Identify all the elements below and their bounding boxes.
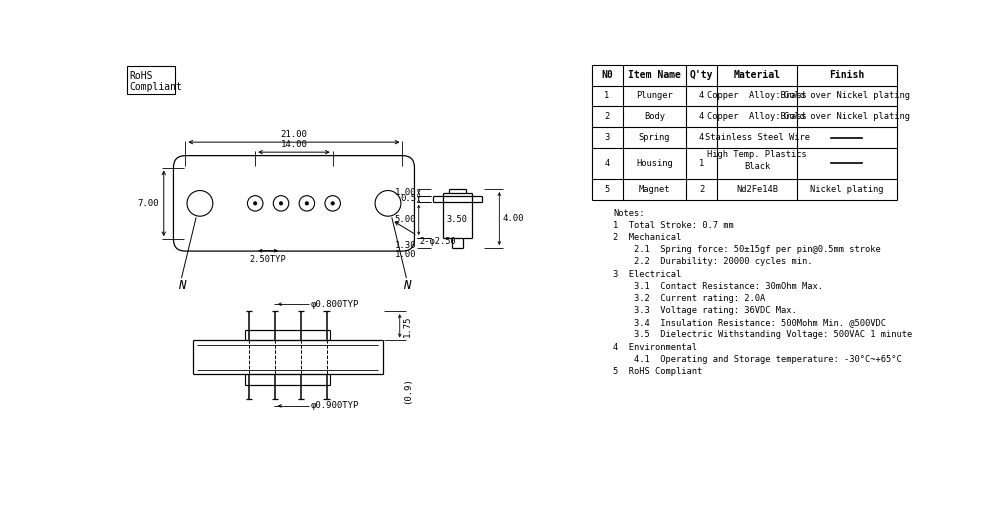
Text: 0.5: 0.5	[400, 194, 416, 204]
Circle shape	[253, 201, 257, 205]
Text: 2.50TYP: 2.50TYP	[250, 255, 286, 264]
Circle shape	[247, 196, 263, 211]
Text: 5.00: 5.00	[395, 215, 416, 225]
Text: 1.00: 1.00	[395, 188, 416, 197]
Text: 1: 1	[604, 91, 610, 100]
Circle shape	[375, 191, 401, 216]
Text: 2.1  Spring force: 50±15gf per pin@0.5mm stroke: 2.1 Spring force: 50±15gf per pin@0.5mm …	[613, 245, 881, 254]
Text: 5: 5	[604, 185, 610, 194]
Text: Black: Black	[744, 162, 770, 171]
Text: 4: 4	[699, 133, 704, 142]
Text: 14.00: 14.00	[281, 140, 307, 149]
Text: Notes:: Notes:	[613, 209, 645, 218]
Text: Copper  Alloy:Brass: Copper Alloy:Brass	[707, 91, 807, 100]
Text: N0: N0	[601, 70, 613, 80]
Text: 4  Environmental: 4 Environmental	[613, 342, 697, 352]
FancyBboxPatch shape	[173, 156, 414, 251]
Text: 1.00: 1.00	[395, 250, 416, 259]
Text: 2  Mechanical: 2 Mechanical	[613, 233, 682, 242]
Text: 3.50: 3.50	[447, 215, 468, 225]
Text: Gold over Nickel plating: Gold over Nickel plating	[784, 91, 910, 100]
Text: 2-φ2.50: 2-φ2.50	[419, 237, 456, 246]
Text: Finish: Finish	[829, 70, 865, 80]
Text: φ0.800TYP: φ0.800TYP	[311, 300, 359, 309]
Text: N: N	[403, 279, 410, 292]
Text: 4: 4	[604, 159, 610, 168]
Text: 2.2  Durability: 20000 cycles min.: 2.2 Durability: 20000 cycles min.	[613, 258, 813, 266]
Text: (0.9): (0.9)	[403, 377, 412, 404]
Text: 3: 3	[604, 133, 610, 142]
Text: Body: Body	[644, 112, 665, 121]
Text: Spring: Spring	[639, 133, 670, 142]
Circle shape	[305, 201, 309, 205]
Text: Q'ty: Q'ty	[690, 70, 713, 80]
Text: 1.30: 1.30	[395, 241, 416, 250]
Text: Nd2Fe14B: Nd2Fe14B	[736, 185, 778, 194]
Text: RoHS: RoHS	[130, 71, 153, 81]
Text: 3.5  Dielectric Withstanding Voltage: 500VAC 1 minute: 3.5 Dielectric Withstanding Voltage: 500…	[613, 331, 912, 339]
Text: φ0.900TYP: φ0.900TYP	[311, 401, 359, 410]
Circle shape	[299, 196, 315, 211]
Text: Gold over Nickel plating: Gold over Nickel plating	[784, 112, 910, 121]
Text: Nickel plating: Nickel plating	[810, 185, 884, 194]
Text: 21.00: 21.00	[281, 130, 307, 139]
Text: 3.1  Contact Resistance: 30mOhm Max.: 3.1 Contact Resistance: 30mOhm Max.	[613, 282, 823, 291]
Text: N: N	[178, 279, 185, 292]
Circle shape	[187, 191, 213, 216]
Text: 2: 2	[699, 185, 704, 194]
Text: Item Name: Item Name	[628, 70, 681, 80]
Text: Compliant: Compliant	[130, 82, 183, 93]
Bar	[127, 65, 175, 94]
Text: 3.3  Voltage rating: 36VDC Max.: 3.3 Voltage rating: 36VDC Max.	[613, 306, 797, 315]
Text: Plunger: Plunger	[636, 91, 673, 100]
Circle shape	[273, 196, 289, 211]
Circle shape	[279, 201, 283, 205]
Text: 4.00: 4.00	[502, 214, 524, 223]
Text: High Temp. Plastics: High Temp. Plastics	[707, 150, 807, 159]
Text: 1  Total Stroke: 0.7 mm: 1 Total Stroke: 0.7 mm	[613, 221, 734, 230]
Text: 4: 4	[699, 112, 704, 121]
Text: 4: 4	[699, 91, 704, 100]
Text: 1.75: 1.75	[403, 315, 412, 337]
Text: Stainless Steel Wire: Stainless Steel Wire	[705, 133, 810, 142]
Text: 3.4  Insulation Resistance: 500Mohm Min. @500VDC: 3.4 Insulation Resistance: 500Mohm Min. …	[613, 318, 886, 327]
Text: Housing: Housing	[636, 159, 673, 168]
Text: 4.1  Operating and Storage temperature: -30°C~+65°C: 4.1 Operating and Storage temperature: -…	[613, 355, 902, 364]
Text: 3  Electrical: 3 Electrical	[613, 269, 682, 279]
Text: 5  RoHS Compliant: 5 RoHS Compliant	[613, 367, 702, 376]
Text: Magnet: Magnet	[639, 185, 670, 194]
Text: Material: Material	[734, 70, 781, 80]
Text: Copper  Alloy:Brass: Copper Alloy:Brass	[707, 112, 807, 121]
Text: 1: 1	[699, 159, 704, 168]
Text: 3.2  Current rating: 2.0A: 3.2 Current rating: 2.0A	[613, 294, 766, 303]
Text: 7.00: 7.00	[138, 199, 159, 208]
Circle shape	[331, 201, 334, 205]
Circle shape	[325, 196, 340, 211]
Text: 2: 2	[604, 112, 610, 121]
